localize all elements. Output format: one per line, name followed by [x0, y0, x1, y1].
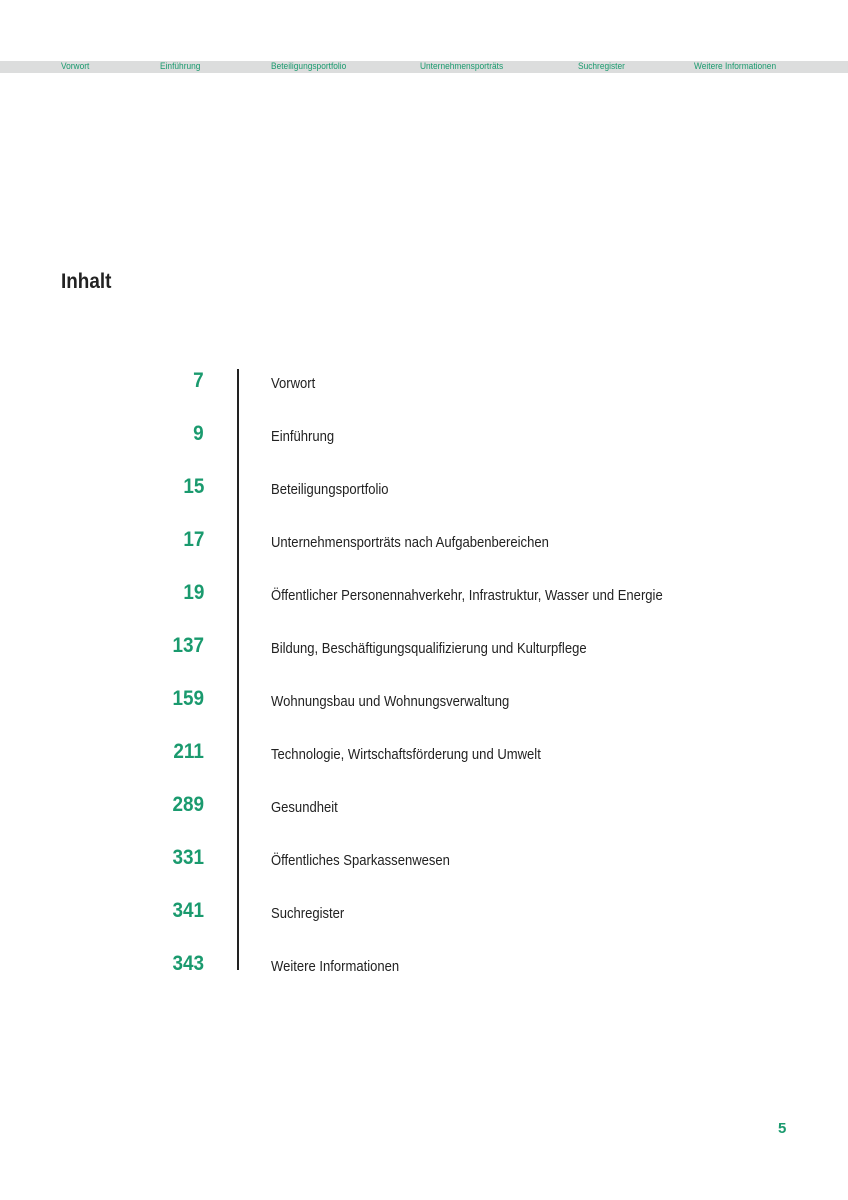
- nav-suchregister[interactable]: Suchregister: [578, 61, 625, 72]
- toc-entry[interactable]: 17 Unternehmensporträts nach Aufgabenbere…: [0, 525, 848, 555]
- toc-entry[interactable]: 137 Bildung, Beschäftigungsqualifizierung…: [0, 631, 848, 661]
- nav-vorwort[interactable]: Vorwort: [61, 61, 90, 72]
- toc-label: Wohnungsbau und Wohnungsverwaltung: [271, 694, 510, 710]
- toc-page-number: 17: [182, 528, 204, 551]
- toc-entry[interactable]: 343 Weitere Informationen: [0, 949, 848, 979]
- toc-label: Beteiligungsportfolio: [271, 482, 389, 498]
- toc-page-number: 289: [172, 793, 204, 816]
- toc-label: Technologie, Wirtschaftsförderung und Um…: [271, 747, 541, 763]
- toc-entry[interactable]: 15 Beteiligungsportfolio: [0, 472, 848, 502]
- toc-page-number: 211: [173, 740, 204, 763]
- toc-page-number: 159: [172, 687, 204, 710]
- toc-label: Suchregister: [271, 906, 345, 922]
- page-number: 5: [778, 1120, 787, 1137]
- toc-entry[interactable]: 159 Wohnungsbau und Wohnungsverwaltung: [0, 684, 848, 714]
- section-nav: Vorwort Einführung Beteiligungsportfolio…: [0, 61, 848, 73]
- toc-entry[interactable]: 341 Suchregister: [0, 896, 848, 926]
- nav-einfuehrung[interactable]: Einführung: [160, 61, 201, 72]
- toc-label: Bildung, Beschäftigungsqualifizierung un…: [271, 641, 587, 657]
- toc-page-number: 341: [172, 899, 204, 922]
- toc-page-number: 15: [182, 475, 204, 498]
- toc-label: Einführung: [271, 429, 335, 445]
- toc-page-number: 137: [172, 634, 204, 657]
- toc-label: Unternehmensporträts nach Aufgabenbereic…: [271, 535, 549, 551]
- toc-entry[interactable]: 19 Öffentlicher Personennahverkehr, Infra…: [0, 578, 848, 608]
- toc-entry[interactable]: 289 Gesundheit: [0, 790, 848, 820]
- nav-unternehmensportraets[interactable]: Unternehmensporträts: [420, 61, 504, 72]
- toc-page-number: 343: [172, 952, 204, 975]
- toc-entry[interactable]: 7 Vorwort: [0, 366, 848, 396]
- divider-line: [237, 369, 239, 970]
- toc-label: Gesundheit: [271, 800, 338, 816]
- toc-entry[interactable]: 9 Einführung: [0, 419, 848, 449]
- page-title: Inhalt: [61, 270, 112, 293]
- nav-beteiligungsportfolio[interactable]: Beteiligungsportfolio: [271, 61, 347, 72]
- toc-label: Öffentlicher Personennahverkehr, Infrast…: [271, 588, 663, 604]
- toc-page-number: 9: [193, 422, 204, 445]
- toc-label: Vorwort: [271, 376, 316, 392]
- toc-page-number: 19: [182, 581, 204, 604]
- toc-page-number: 7: [193, 369, 204, 392]
- toc-page-number: 331: [172, 846, 204, 869]
- nav-weitere-informationen[interactable]: Weitere Informationen: [694, 61, 777, 72]
- toc-label: Öffentliches Sparkassenwesen: [271, 853, 450, 869]
- toc-entry[interactable]: 331 Öffentliches Sparkassenwesen: [0, 843, 848, 873]
- toc-entry[interactable]: 211 Technologie, Wirtschaftsförderung und…: [0, 737, 848, 767]
- toc-label: Weitere Informationen: [271, 959, 400, 975]
